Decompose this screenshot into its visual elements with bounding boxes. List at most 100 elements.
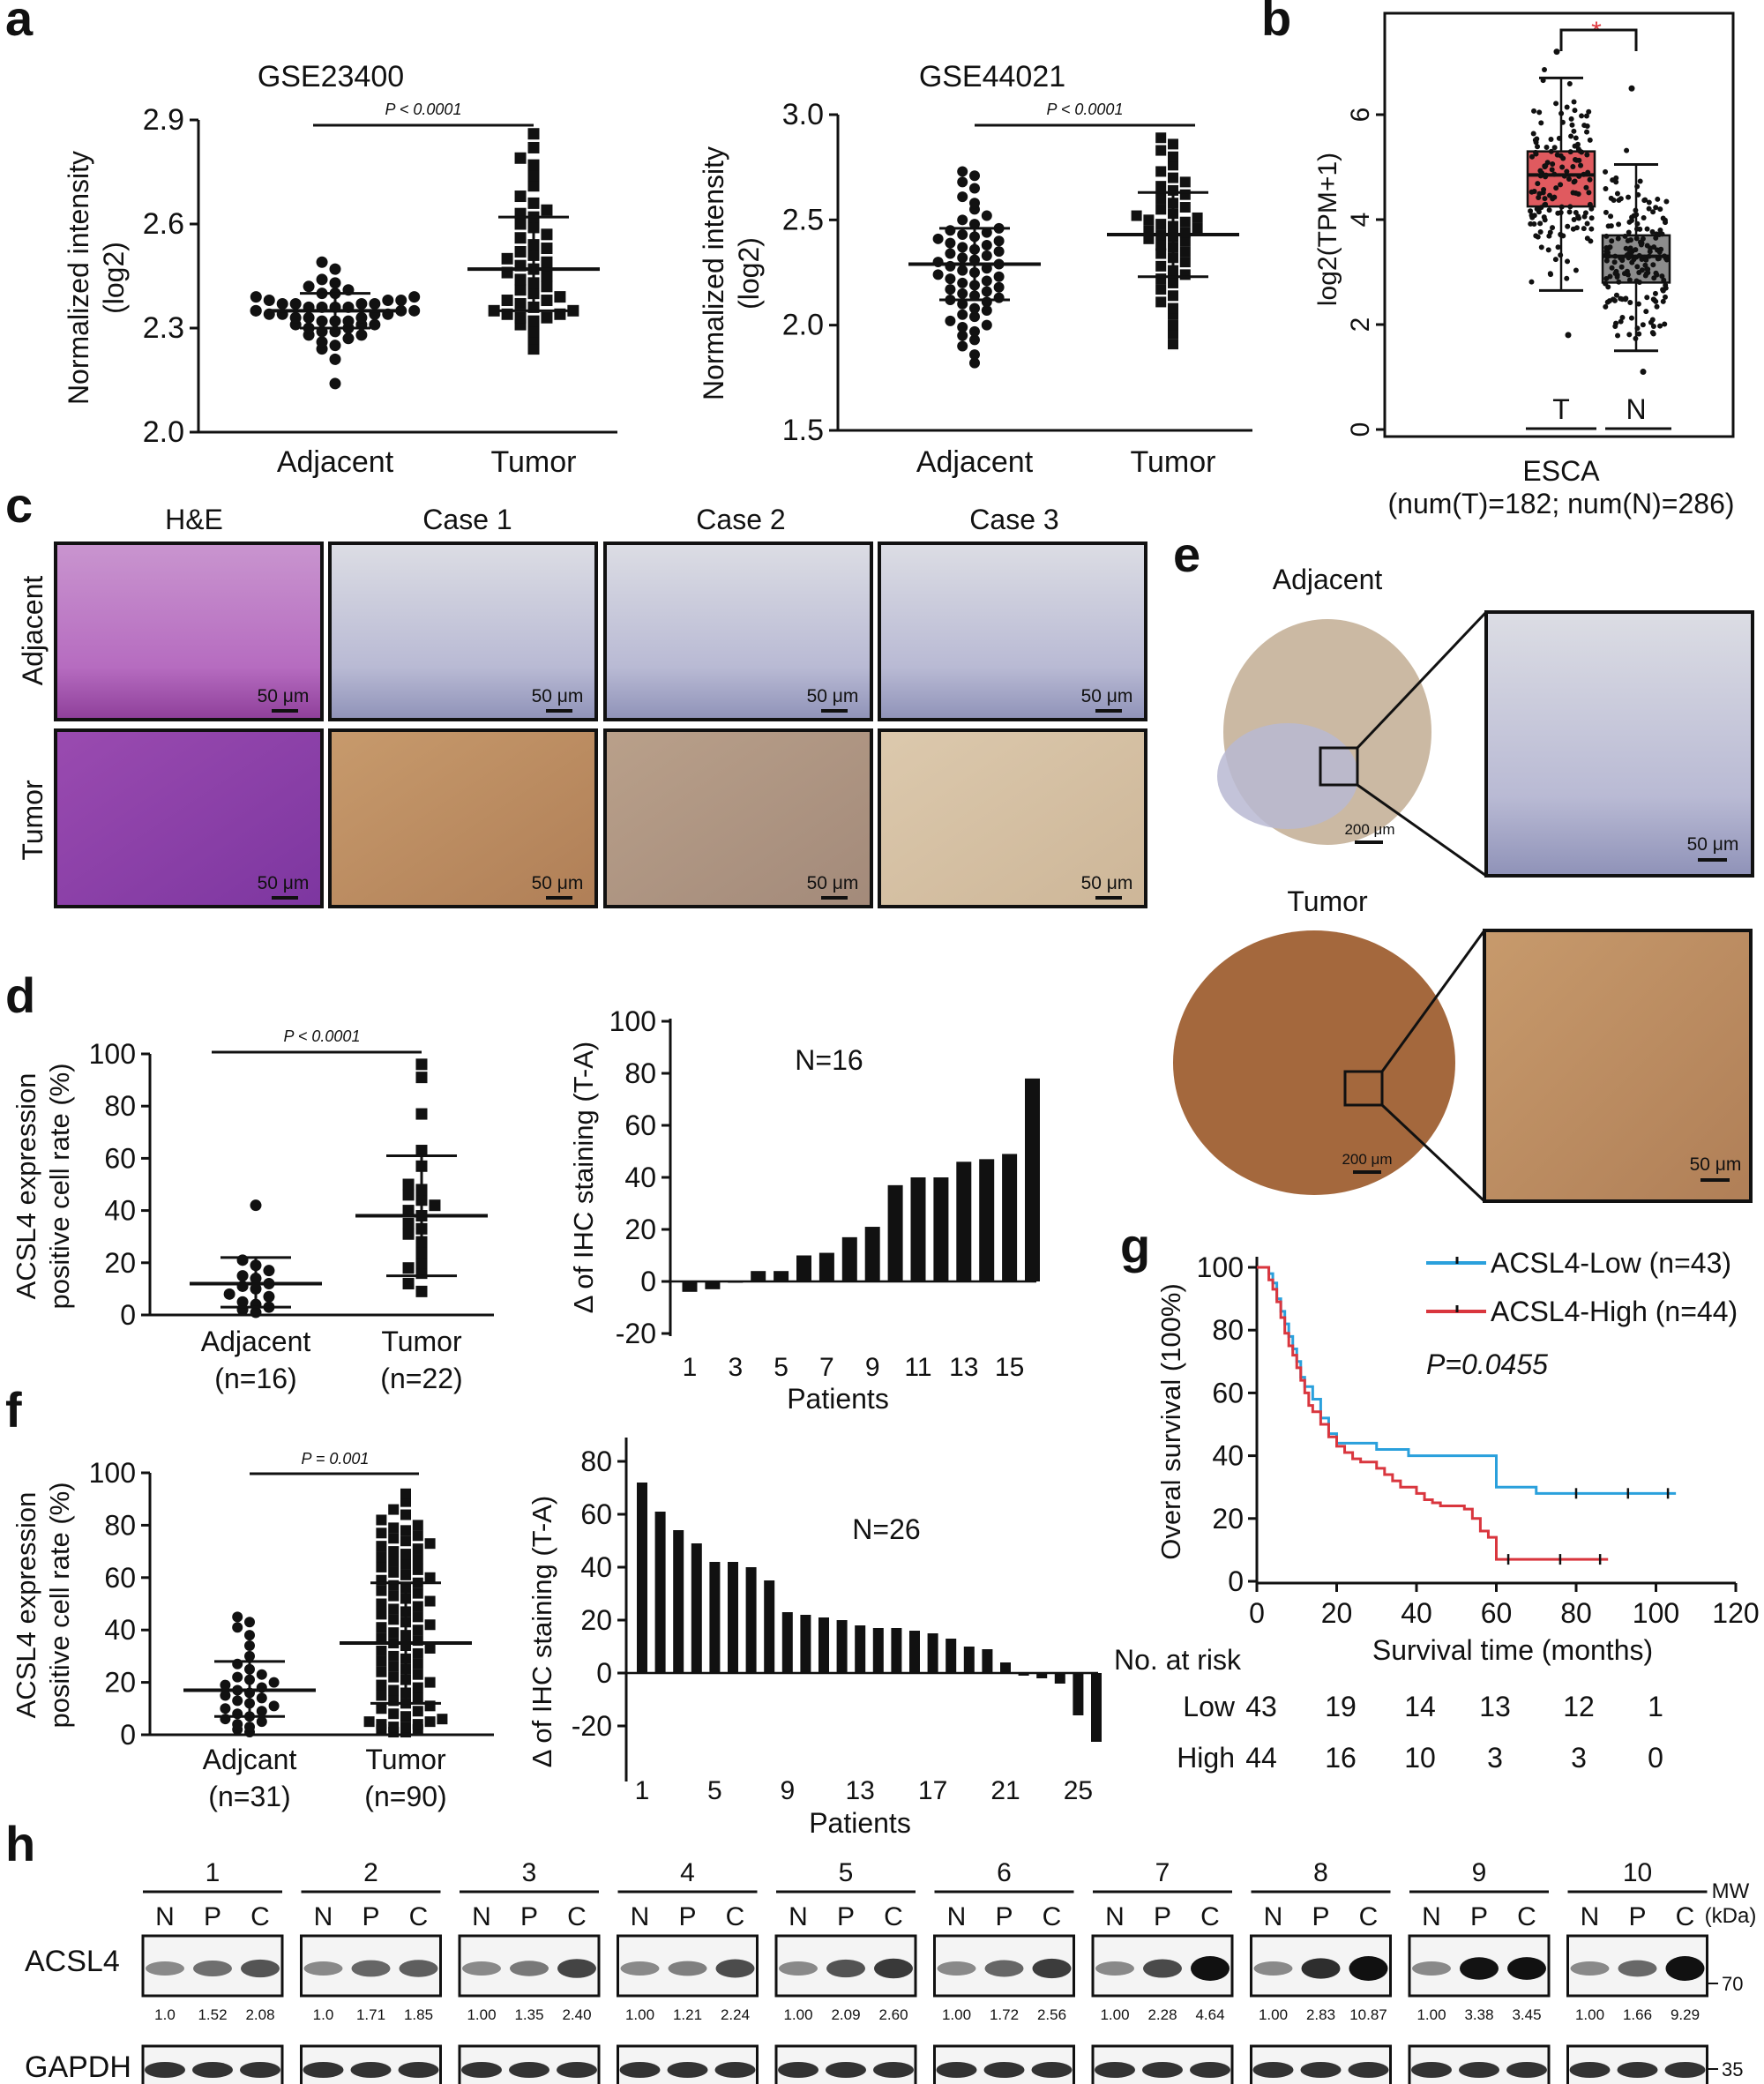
chart-b-point <box>1553 101 1559 107</box>
blot-gapdh-band <box>1190 2062 1230 2078</box>
chart-b-point <box>1559 164 1566 170</box>
panel-h-row-acsl4: ACSL4 <box>25 1945 120 1978</box>
chart-g-pvalue: P=0.0455 <box>1426 1348 1548 1380</box>
chart-a1-point <box>527 169 540 182</box>
chart-b-point <box>1661 277 1667 283</box>
chart-a2-point <box>1143 214 1155 226</box>
chart-f2-xtick-label: 9 <box>780 1776 795 1805</box>
chart-g-risk-row-label: Low <box>1183 1691 1236 1722</box>
blot-acsl4-band <box>984 1960 1024 1977</box>
chart-f1-point <box>424 1595 436 1607</box>
blot-sample-number: 6 <box>997 1858 1012 1887</box>
chart-f2-bar <box>637 1483 647 1673</box>
chart-a2-point <box>1155 219 1167 230</box>
blot-sample-number: 9 <box>1472 1858 1487 1887</box>
chart-a2-point <box>1155 239 1167 250</box>
chart-a2-xcat-0: Adjacent <box>916 445 1034 479</box>
chart-d1-xcat-1: Tumor <box>381 1326 462 1357</box>
chart-b-point <box>1649 317 1656 323</box>
chart-f1-point <box>376 1655 387 1667</box>
chart-a2-point <box>969 170 980 182</box>
chart-b-point <box>1551 194 1558 200</box>
chart-a2-point <box>957 298 968 310</box>
chart-b-point <box>1645 266 1651 273</box>
chart-a1-point <box>329 263 341 275</box>
chart-g-risk-value: 19 <box>1325 1691 1357 1722</box>
chart-a1-point <box>303 280 315 293</box>
chart-f1-point <box>232 1671 243 1683</box>
chart-b-point <box>1535 181 1541 187</box>
chart-a2-ylabel-1: Normalized intensity <box>698 146 729 400</box>
blot-acsl4-band <box>1507 1957 1546 1980</box>
chart-a2-point <box>969 325 980 337</box>
blot-lane-label: N <box>314 1902 333 1931</box>
chart-a1-point <box>514 190 527 203</box>
zoom-box-tumor <box>1343 1070 1384 1107</box>
chart-b-point <box>1576 215 1582 221</box>
blot-acsl4-band <box>241 1959 280 1978</box>
chart-d1-point <box>402 1205 415 1217</box>
chart-a1-title: GSE23400 <box>258 60 404 93</box>
chart-b-point <box>1653 270 1659 276</box>
chart-b-point <box>1631 213 1637 219</box>
chart-f2: -20 0 20 40 60 80 1 5 9 13 17 21 25 N=26 Δ of IHC s… <box>527 1438 1102 1839</box>
chart-b-point <box>1537 220 1544 227</box>
tissue-core-adjacent-epithelium <box>1217 723 1358 829</box>
chart-a2-point <box>957 176 968 188</box>
blot-gapdh-band <box>1411 2062 1452 2078</box>
chart-f1-point <box>400 1722 411 1733</box>
blot-gapdh-band <box>936 2062 977 2078</box>
chart-f1-point <box>376 1609 387 1620</box>
blot-lane-label: P <box>1312 1902 1329 1931</box>
chart-a1-point <box>514 152 527 164</box>
panel-c-row-1: Tumor <box>17 780 49 861</box>
chart-b-ytick-label: 0 <box>1346 422 1375 437</box>
chart-b-point <box>1529 189 1535 195</box>
chart-d2-ylabel: Δ of IHC staining (T-A) <box>568 1042 599 1313</box>
chart-f2-bar <box>1018 1673 1029 1676</box>
blot-acsl4-band <box>874 1958 913 1979</box>
chart-d2-xtick-label: 11 <box>904 1353 931 1382</box>
chart-f2-xtick-label: 25 <box>1064 1776 1093 1805</box>
chart-g-ytick-label: 100 <box>1197 1251 1244 1283</box>
chart-f1-point <box>412 1611 423 1623</box>
chart-a2-point <box>969 183 980 194</box>
chart-b-point <box>1544 144 1550 150</box>
panel-c-scale-label: 50 μm <box>258 686 310 706</box>
blot-gapdh-band <box>350 2062 392 2078</box>
chart-b-point <box>1660 288 1666 294</box>
chart-a2-point <box>1168 151 1178 162</box>
chart-b-point <box>1622 233 1628 239</box>
chart-b-ytick-label: 6 <box>1346 108 1375 123</box>
chart-f1-point <box>400 1488 411 1499</box>
chart-f2-bar <box>1000 1662 1011 1673</box>
chart-a1-point <box>541 228 553 241</box>
chart-g-risk-value: 16 <box>1325 1742 1357 1774</box>
chart-a1-point <box>250 291 262 303</box>
chart-a2-point <box>1168 172 1178 183</box>
panel-h-mw70: 70 <box>1722 1973 1743 1995</box>
chart-a2-point <box>969 334 980 346</box>
chart-b-point <box>1588 238 1594 244</box>
chart-b-point <box>1636 269 1642 275</box>
chart-b-point <box>1530 131 1536 137</box>
chart-f1-point <box>244 1722 255 1733</box>
chart-a2-point <box>957 330 968 341</box>
chart-f1-point <box>412 1706 423 1717</box>
chart-a1-point <box>541 295 553 307</box>
chart-a1-xcat-0: Adjacent <box>277 445 394 479</box>
chart-g-series-line <box>1257 1266 1609 1561</box>
chart-b-point <box>1608 195 1614 201</box>
blot-acsl4-band <box>462 1961 501 1976</box>
blot-sample-number: 7 <box>1155 1858 1170 1887</box>
chart-a2-point <box>981 250 992 261</box>
chart-b-point <box>1560 155 1566 161</box>
chart-a2-point <box>1179 257 1191 268</box>
panel-c-col-3: Case 3 <box>969 504 1058 535</box>
chart-f1-point <box>388 1590 400 1602</box>
blot-sample-number: 3 <box>522 1858 537 1887</box>
panel-label-d: d <box>5 967 35 1023</box>
chart-f1-point <box>376 1541 387 1552</box>
chart-d1-point <box>402 1217 415 1229</box>
chart-b-point <box>1644 295 1650 301</box>
